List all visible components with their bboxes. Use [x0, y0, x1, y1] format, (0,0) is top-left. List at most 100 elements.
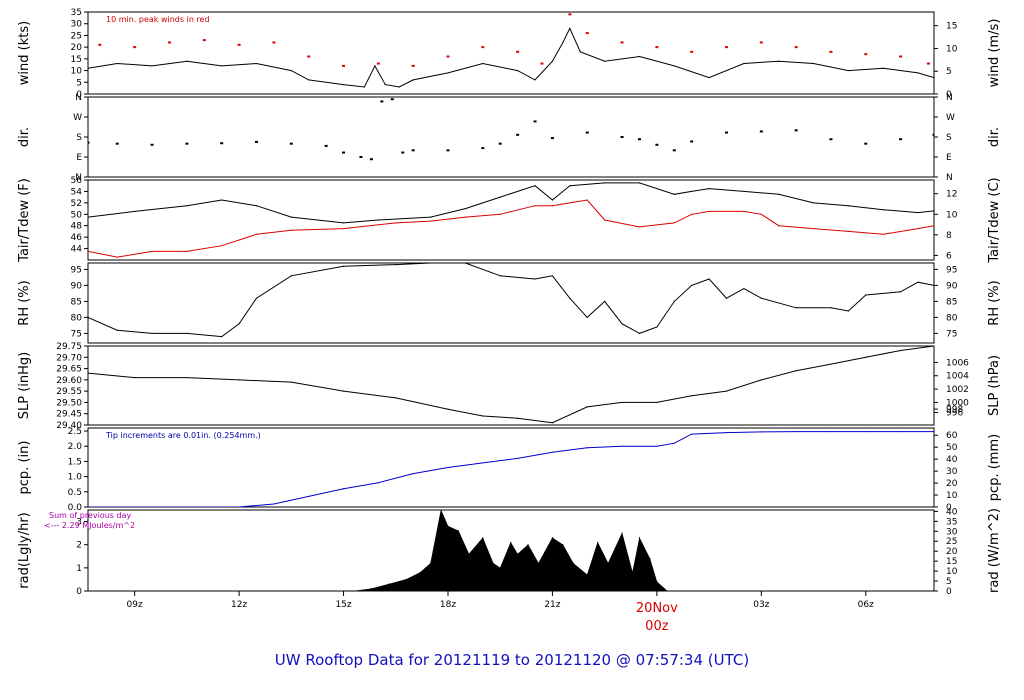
wind-series-1-point: [133, 46, 137, 49]
pcp-series-0-point: [899, 431, 902, 433]
dir-series-0-point: [498, 142, 502, 145]
wind-series-0-point: [917, 72, 919, 74]
wind-series-0-point: [551, 60, 554, 62]
temp-frame: [87, 179, 935, 261]
rad-annotation: Sum of previous day: [49, 511, 131, 520]
pcp-right-tick-label: 40: [946, 455, 958, 465]
rad-series-0-point: [499, 567, 501, 569]
wind-series-0-point: [882, 67, 884, 69]
slp-series-0-line: [88, 346, 934, 424]
temp-series-1-point: [88, 250, 89, 253]
temp-series-1-point: [534, 205, 536, 207]
rh-right-axis-label: RH (%): [987, 280, 1002, 325]
wind-left-tick-label: 0: [76, 90, 82, 100]
temp-right-tick-label: 12: [946, 190, 957, 200]
slp-series-0-point: [290, 381, 292, 383]
slp-series-0-point: [238, 379, 240, 381]
wind-series-0-point: [308, 79, 310, 81]
slp-frame: [87, 345, 935, 426]
wind-series-0-point: [290, 69, 292, 72]
slp-right-tick-label: 998: [946, 405, 963, 415]
dir-series-0-point: [481, 147, 485, 150]
wind-series-0-point: [88, 67, 89, 69]
x-day-label: 20Nov: [636, 601, 678, 616]
pcp-series-0-point: [586, 447, 588, 449]
slp-right-axis-label: SLP (hPa): [987, 355, 1002, 416]
temp-series-0-point: [551, 199, 554, 201]
dir-right-tick-label: S: [946, 133, 952, 143]
wind-series-0-point: [186, 60, 188, 62]
panel-pcp: 0.0 0.5 1.0 1.5 2.0 2.5 0 10 20 30 40 50 60 pcp. (in)…: [17, 427, 1002, 513]
temp-left-tick-label: 48: [71, 222, 83, 232]
pcp-right-tick-label: 0: [946, 503, 952, 513]
wind-series-0-point: [384, 84, 386, 86]
rh-series-0-point: [342, 265, 345, 267]
slp-series-0-point: [899, 349, 902, 352]
rad-series-0-point: [586, 574, 588, 576]
dir-series-0-point: [185, 142, 189, 145]
wind-series-0-point: [812, 62, 815, 65]
pcp-series-0-point: [621, 445, 623, 447]
pcp-series-0-point: [933, 431, 934, 433]
temp-series-0-line: [88, 182, 934, 224]
temp-series-1-point: [499, 213, 501, 215]
temp-series-0-point: [638, 182, 641, 184]
temp-series-1-point: [847, 230, 849, 233]
slp-series-0-point: [517, 417, 519, 419]
wind-series-1-point: [98, 43, 102, 46]
rad-series-0-point: [621, 532, 623, 534]
wind-right-tick-label: 15: [946, 22, 957, 32]
temp-series-0-point: [691, 190, 693, 193]
temp-series-1-point: [691, 213, 693, 215]
rh-series-0-point: [708, 278, 710, 280]
dir-series-0-point: [637, 138, 641, 141]
rh-right-tick-label: 80: [946, 313, 958, 323]
temp-series-0-point: [778, 193, 780, 195]
wind-right-tick-label: 5: [946, 67, 952, 77]
dir-series-0-point: [690, 140, 694, 143]
pcp-series-0-point: [673, 442, 675, 444]
wind-series-0-point: [708, 77, 710, 79]
temp-left-tick-label: 52: [71, 199, 82, 209]
wind-series-1-point: [272, 41, 276, 44]
rad-left-tick-label: 3: [76, 518, 82, 528]
wind-series-1-point: [342, 64, 346, 67]
temp-right-tick-label: 6: [946, 251, 952, 261]
rad-annotation-2: <--- 2.29 MJoules/m^2: [44, 521, 135, 530]
wind-annotation: 10 min. peak winds in red: [106, 15, 210, 24]
dir-series-0-point: [342, 151, 346, 154]
temp-series-0-point: [673, 193, 675, 195]
wind-series-1-point: [202, 39, 206, 42]
rad-series-0-point: [405, 578, 407, 581]
rh-series-0-point: [743, 288, 745, 290]
rh-series-0-point: [534, 278, 536, 280]
rh-left-tick-label: 95: [71, 265, 82, 275]
wind-series-0-point: [255, 62, 258, 65]
x-tick-label: 12z: [231, 600, 247, 610]
slp-series-0-point: [795, 370, 797, 372]
wind-series-0-point: [638, 55, 641, 58]
rad-series-0-area: [353, 510, 668, 591]
wind-series-0-point: [933, 77, 934, 79]
temp-series-1-line: [88, 199, 934, 258]
temp-series-0-point: [221, 199, 223, 201]
dir-left-axis-label: dir.: [17, 127, 32, 147]
wind-series-0-point: [374, 65, 376, 67]
wind-series-1-point: [481, 46, 485, 49]
temp-series-1-point: [255, 233, 258, 235]
temp-series-0-point: [569, 185, 571, 187]
temp-series-0-point: [812, 202, 815, 204]
temp-left-tick-label: 54: [71, 187, 83, 197]
wind-series-0-point: [673, 65, 675, 67]
dir-right-tick-label: N: [946, 93, 953, 103]
temp-series-0-point: [917, 211, 919, 214]
dir-series-0-point: [585, 131, 589, 134]
rad-series-0-point: [517, 553, 519, 555]
wind-left-tick-label: 5: [76, 78, 82, 88]
wind-series-0-point: [778, 60, 780, 62]
temp-series: [88, 182, 934, 258]
rad-series-0-point: [527, 544, 529, 546]
wind-series-1-point: [794, 46, 798, 49]
